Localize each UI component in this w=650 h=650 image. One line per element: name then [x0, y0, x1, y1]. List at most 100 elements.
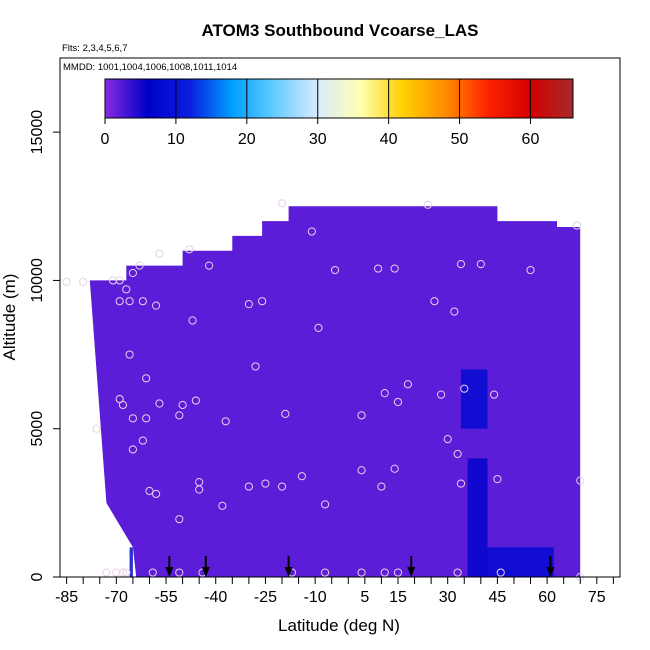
observation-point [357, 411, 366, 420]
observation-point [330, 265, 340, 275]
observation-point [175, 515, 184, 524]
x-tick-label: 75 [588, 589, 606, 606]
observation-point [125, 297, 134, 306]
observation-point [195, 485, 204, 494]
colorbar-tick-label: 30 [309, 131, 327, 148]
observation-point [281, 409, 290, 418]
y-tick-label: 10000 [29, 258, 46, 303]
observation-point [155, 249, 164, 258]
flight-marker-arrow [201, 556, 210, 577]
observation-point [460, 384, 469, 393]
observation-point [175, 568, 184, 577]
flight-marker-arrow [165, 556, 174, 577]
observation-point [92, 424, 101, 433]
observation-point [456, 260, 466, 269]
observation-point [125, 350, 134, 359]
heatmap-cell [460, 369, 488, 429]
heatmap-domain [89, 206, 581, 578]
flight-marker-arrow [546, 556, 555, 577]
observation-point [393, 568, 403, 577]
observation-point [453, 568, 462, 577]
x-axis: -85 -70 -55 -40 -25 -10 5 15 30 45 60 75 [55, 577, 614, 606]
observation-point [450, 307, 459, 316]
y-tick-label: 5000 [29, 411, 46, 447]
observation-point [423, 200, 432, 209]
flights-subtitle: Flts: 2,3,4,5,6,7 [62, 43, 127, 54]
x-tick-label: -10 [304, 589, 327, 606]
x-tick-label: -40 [204, 589, 227, 606]
x-tick-label: -25 [254, 589, 277, 606]
observation-point [307, 227, 316, 236]
observation-point [261, 479, 270, 488]
colorbar-tick-label: 10 [167, 131, 185, 148]
observation-point [122, 285, 131, 294]
observation-point [142, 374, 151, 383]
flight-markers [165, 556, 555, 577]
flight-marker-arrow [284, 556, 293, 577]
x-tick-label: -55 [154, 589, 177, 606]
colorbar: 0 10 20 30 40 50 60 [101, 78, 574, 148]
observation-point [476, 260, 485, 269]
flight-marker-head [407, 567, 416, 577]
observation-point [357, 568, 366, 577]
colorbar-tick-label: 40 [380, 131, 398, 148]
x-tick-label: -85 [55, 589, 78, 606]
observation-point [151, 489, 161, 499]
x-tick-label: 5 [360, 589, 369, 606]
observation-point [102, 568, 111, 577]
observation-point [118, 568, 128, 577]
observation-point [185, 245, 194, 254]
flight-marker-arrow [407, 556, 416, 577]
observation-point [277, 199, 287, 208]
x-tick-label: 60 [538, 589, 556, 606]
observation-point [572, 221, 582, 230]
observation-point [489, 390, 499, 399]
y-tick-label: 15000 [29, 110, 46, 155]
x-tick-label: -70 [105, 589, 128, 606]
chart-title: ATOM3 Southbound Vcoarse_LAS [201, 21, 478, 40]
observation-point [393, 397, 403, 407]
observation-point [320, 500, 330, 509]
flight-marker-head [165, 567, 174, 577]
observation-point [138, 436, 147, 445]
observation-point [244, 300, 253, 309]
observation-point [175, 411, 184, 420]
observation-point [145, 486, 154, 496]
x-tick-label: 45 [488, 589, 506, 606]
x-tick-label: 15 [389, 589, 407, 606]
heatmap-cell [467, 458, 488, 577]
colorbar-tick-label: 0 [101, 131, 110, 148]
observation-point [380, 389, 389, 398]
observation-point [148, 568, 157, 577]
heatmap-cell [129, 547, 133, 577]
observation-point [138, 297, 147, 306]
observation-point [118, 400, 128, 410]
x-tick-label: 30 [439, 589, 457, 606]
observation-point [178, 400, 187, 410]
observation-point [205, 261, 214, 270]
observation-point [390, 264, 399, 273]
observation-point [62, 277, 71, 287]
observation-point [374, 264, 383, 273]
observation-point [576, 476, 585, 485]
observation-point [128, 445, 137, 454]
observation-point [112, 568, 121, 577]
observation-point [151, 301, 161, 310]
observation-point [430, 297, 439, 306]
observation-point [142, 414, 151, 423]
observation-point [128, 268, 137, 278]
observation-point [122, 568, 131, 577]
observation-point [357, 466, 366, 475]
x-axis-label: Latitude (deg N) [278, 616, 400, 635]
flight-marker-head [546, 567, 555, 577]
dates-subtitle: MMDD: 1001,1004,1006,1008,1011,1014 [63, 62, 237, 73]
observation-point [188, 316, 197, 325]
observation-point [314, 323, 323, 332]
observation-point [135, 261, 144, 270]
observation-point [79, 277, 88, 287]
observation-point [108, 276, 118, 285]
observation-point [377, 482, 386, 491]
observation-point [244, 482, 253, 491]
observation-point [258, 297, 267, 306]
observation-point [191, 396, 200, 405]
